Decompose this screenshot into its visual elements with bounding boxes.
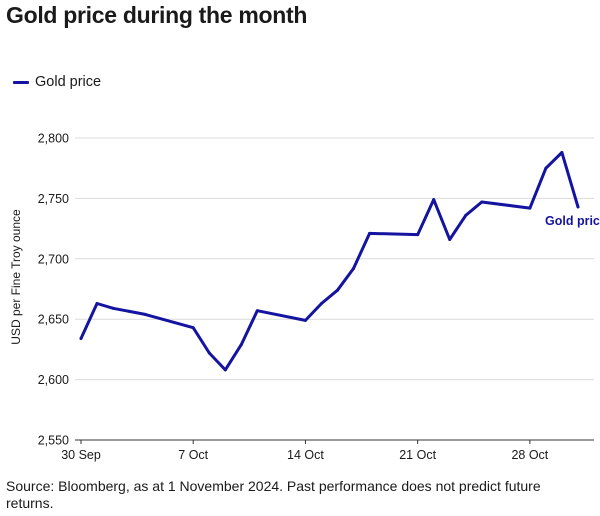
data-point [223, 368, 227, 372]
data-point [95, 302, 99, 305]
legend-label: Gold price [35, 74, 102, 90]
series-line-gold-price [79, 151, 580, 372]
y-tick-label: 2,800 [38, 132, 69, 146]
gridlines [75, 137, 594, 381]
data-point [320, 302, 323, 305]
data-point [576, 205, 580, 209]
y-axis-title: USD per Fine Troy ounce [9, 209, 23, 345]
data-point [207, 351, 211, 355]
x-tick-label: 21 Oct [399, 448, 436, 462]
labels: 2,550 2,600 2,650 2,700 2,750 2,800 30 Sep 7 Oc… [9, 132, 600, 463]
x-tick-label: 14 Oct [287, 448, 324, 462]
data-point [255, 309, 259, 313]
data-point [464, 213, 468, 217]
data-point [79, 337, 83, 340]
data-point [528, 206, 532, 210]
line-chart: 2,550 2,600 2,650 2,700 2,750 2,800 30 Sep 7 Oc… [9, 132, 600, 463]
x-tick-label: 28 Oct [511, 448, 548, 462]
data-point [480, 200, 484, 204]
y-tick-label: 2,700 [38, 252, 69, 266]
x-tick-label: 7 Oct [178, 448, 208, 462]
data-point [416, 233, 420, 237]
data-point [352, 267, 355, 270]
data-point [111, 306, 115, 310]
series-layer [79, 151, 580, 372]
y-tick-label: 2,550 [38, 434, 69, 448]
data-point [544, 166, 548, 170]
legend-swatch [13, 80, 29, 84]
chart-title: Gold price during the month [6, 2, 308, 28]
data-point [448, 238, 452, 241]
series-end-label: Gold pric [545, 214, 600, 228]
data-point [560, 151, 564, 154]
data-point [239, 343, 243, 347]
x-tick-label: 30 Sep [61, 448, 101, 462]
y-tick-label: 2,650 [38, 313, 69, 327]
y-tick-label: 2,750 [38, 192, 69, 206]
data-point [143, 312, 147, 316]
legend: Gold price [13, 74, 101, 90]
data-point [336, 288, 339, 292]
data-point [303, 318, 307, 322]
axes [75, 439, 594, 444]
data-point [368, 231, 372, 235]
data-point [432, 198, 436, 202]
data-point [191, 326, 195, 330]
y-tick-label: 2,600 [38, 373, 69, 387]
source-note: Source: Bloomberg, as at 1 November 2024… [6, 478, 541, 511]
